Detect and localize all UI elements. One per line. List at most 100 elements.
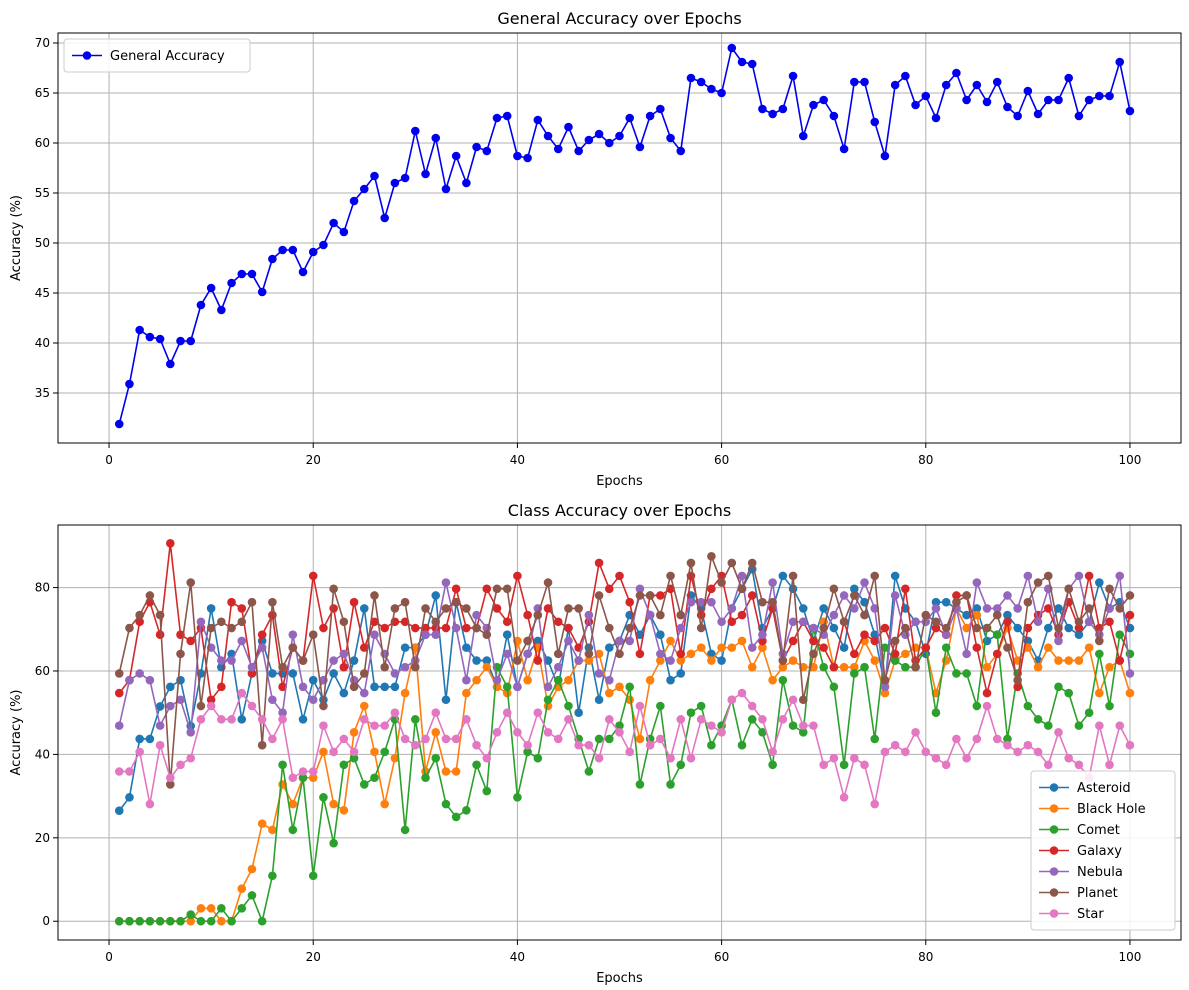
y-tick-label: 40 (35, 336, 50, 350)
data-point (421, 169, 430, 179)
data-point (1054, 95, 1063, 105)
data-point (584, 649, 594, 659)
data-point (666, 656, 675, 665)
data-point (390, 682, 400, 692)
data-point (441, 695, 451, 705)
data-point (696, 715, 706, 724)
data-point (553, 675, 563, 685)
data-point (656, 630, 665, 639)
data-point (237, 715, 247, 724)
data-point (227, 623, 236, 633)
data-point (1115, 604, 1125, 613)
data-point (707, 597, 716, 607)
y-axis-label: Accuracy (%) (9, 690, 24, 776)
data-point (462, 805, 471, 815)
data-point (737, 740, 747, 750)
data-point (625, 682, 635, 692)
data-point (492, 584, 502, 594)
data-point (584, 767, 594, 776)
series-black-hole (114, 604, 1135, 926)
data-point (543, 578, 553, 587)
data-point (431, 753, 441, 763)
data-point (1054, 727, 1063, 737)
data-point (349, 196, 359, 206)
data-point (247, 269, 257, 279)
data-point (870, 117, 880, 127)
data-point (686, 753, 696, 763)
data-point (666, 636, 675, 646)
data-point (135, 617, 144, 627)
data-point (237, 636, 247, 646)
data-point (278, 760, 287, 770)
data-point (472, 760, 481, 770)
data-point (462, 715, 471, 724)
data-point (176, 916, 185, 926)
data-point (268, 254, 277, 264)
data-point (1074, 623, 1084, 633)
data-point (645, 111, 655, 121)
data-point (604, 138, 614, 148)
data-point (880, 688, 890, 698)
data-point (686, 649, 696, 659)
data-point (727, 617, 737, 627)
data-point (441, 623, 451, 633)
data-point (523, 636, 532, 646)
x-ticks: 0 20 40 60 80 100 (105, 443, 1141, 467)
data-point (788, 71, 798, 81)
data-point (758, 715, 767, 724)
data-point (686, 708, 696, 717)
data-point (247, 662, 257, 672)
data-point (135, 747, 144, 757)
data-point (135, 669, 144, 678)
data-point (166, 780, 175, 789)
data-point (217, 617, 226, 627)
x-tick-label: 40 (510, 950, 525, 964)
data-point (1084, 643, 1094, 652)
data-point (615, 571, 624, 581)
plot-frame (57, 32, 1182, 444)
data-point (186, 916, 196, 926)
data-point (1064, 688, 1073, 698)
data-point (656, 656, 665, 665)
data-point (992, 610, 1002, 620)
general-accuracy-chart: General Accuracy over Epochs 0 20 40 60 80 10… (9, 9, 1182, 489)
data-point (574, 708, 583, 717)
data-point (666, 753, 675, 763)
data-point (809, 649, 818, 659)
data-point (237, 904, 247, 913)
data-point (1013, 675, 1022, 685)
data-point (533, 610, 543, 620)
data-point (584, 740, 594, 750)
data-point (349, 656, 359, 665)
data-point (1095, 91, 1104, 101)
data-point (400, 173, 410, 183)
data-point (390, 708, 400, 717)
data-point (656, 701, 665, 711)
data-point (1125, 591, 1135, 600)
data-point (696, 77, 706, 87)
data-point (717, 578, 726, 587)
legend-marker (1049, 867, 1059, 876)
legend-box (1030, 770, 1176, 931)
legend-entry: Nebula (1039, 865, 1123, 880)
data-point (176, 695, 185, 705)
data-point (850, 662, 859, 672)
data-point (462, 643, 471, 652)
data-point (635, 584, 645, 594)
data-point (625, 623, 635, 633)
series-line (118, 543, 1131, 702)
data-point (972, 604, 982, 613)
data-point (901, 623, 910, 633)
data-point (339, 760, 349, 770)
data-point (982, 97, 992, 107)
data-point (604, 584, 614, 594)
series-planet (114, 551, 1135, 789)
data-point (237, 617, 247, 627)
data-point (860, 77, 869, 87)
data-point (217, 682, 226, 692)
series-group (114, 539, 1135, 926)
data-point (584, 656, 594, 665)
data-point (707, 649, 716, 659)
data-point (564, 623, 573, 633)
data-point (707, 721, 716, 730)
